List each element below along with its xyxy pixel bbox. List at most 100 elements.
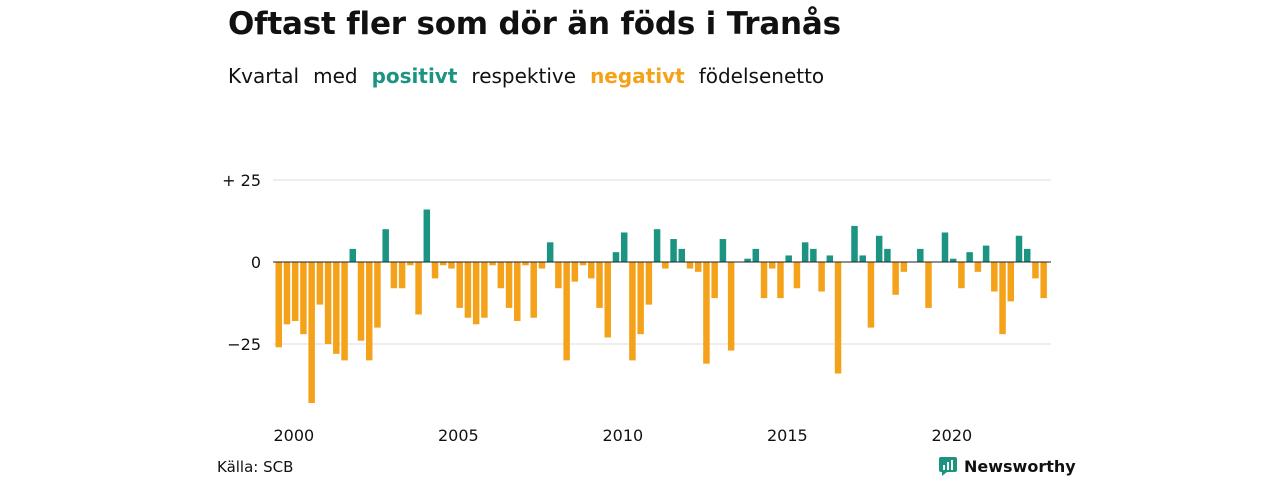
bar xyxy=(563,262,570,361)
y-tick-label: + 25 xyxy=(222,171,261,190)
bar xyxy=(456,262,463,308)
bar xyxy=(949,258,957,262)
bar xyxy=(744,258,751,262)
bar xyxy=(283,262,291,325)
subtitle-word: respektive xyxy=(471,64,577,88)
x-tick-label: 2015 xyxy=(767,426,808,445)
bar xyxy=(785,255,792,262)
bar xyxy=(818,262,825,292)
bar xyxy=(917,248,924,262)
bar xyxy=(546,242,554,262)
bar xyxy=(357,262,365,341)
bar xyxy=(514,262,521,322)
bar xyxy=(316,262,324,305)
bar xyxy=(982,245,990,262)
bar xyxy=(612,252,620,262)
bar xyxy=(382,229,389,262)
bar xyxy=(275,262,282,348)
bar xyxy=(884,248,891,262)
bar xyxy=(604,262,611,338)
bar xyxy=(851,225,858,262)
bar xyxy=(925,262,932,308)
bar xyxy=(629,262,636,361)
bar xyxy=(875,235,883,262)
bar xyxy=(341,262,348,361)
bar xyxy=(892,262,899,295)
y-tick-label: 0 xyxy=(251,253,261,272)
newsworthy-logo-icon xyxy=(939,457,957,476)
bar xyxy=(571,262,579,282)
y-tick-label: −25 xyxy=(227,335,261,354)
bar xyxy=(810,248,817,262)
bar xyxy=(324,262,332,344)
bar xyxy=(867,262,875,328)
subtitle-negative-label: negativt xyxy=(590,64,685,88)
bar xyxy=(407,262,414,266)
brand-name: Newsworthy xyxy=(964,456,1076,476)
bar xyxy=(1032,262,1039,279)
bar xyxy=(703,262,710,364)
bar xyxy=(398,262,406,289)
source-label: Källa: SCB xyxy=(217,458,294,476)
subtitle-word: födelsenetto xyxy=(698,64,825,88)
subtitle-word: med xyxy=(313,64,358,88)
bar xyxy=(752,248,760,262)
bar xyxy=(538,262,546,269)
bar xyxy=(472,262,480,325)
bar xyxy=(900,262,908,272)
bar xyxy=(801,242,809,262)
bar xyxy=(579,262,587,266)
subtitle-positive-label: positivt xyxy=(371,64,458,88)
bar xyxy=(300,262,307,335)
bar xyxy=(760,262,768,299)
bar xyxy=(596,262,603,308)
bar xyxy=(349,248,357,262)
bar xyxy=(497,262,505,289)
bar xyxy=(966,252,973,262)
bar xyxy=(727,262,735,351)
bar xyxy=(448,262,455,269)
bar xyxy=(440,262,447,266)
bar xyxy=(291,262,299,322)
bar xyxy=(826,255,834,262)
x-tick-label: 2020 xyxy=(932,426,973,445)
bar xyxy=(431,262,439,279)
bar xyxy=(333,262,340,354)
bar xyxy=(777,262,784,299)
bar xyxy=(365,262,373,361)
bar xyxy=(464,262,472,318)
bar xyxy=(555,262,562,289)
bar xyxy=(588,262,595,279)
bar xyxy=(662,262,669,269)
bar xyxy=(1040,262,1047,299)
bar xyxy=(686,262,694,269)
bar xyxy=(620,232,628,262)
bar xyxy=(991,262,998,292)
chart-title: Oftast fler som dör än föds i Tranås xyxy=(228,6,841,42)
bar xyxy=(958,262,965,289)
bar xyxy=(694,262,702,272)
bar xyxy=(653,229,661,262)
bar xyxy=(1023,248,1031,262)
bar xyxy=(1015,235,1023,262)
bar xyxy=(522,262,529,266)
bar xyxy=(505,262,513,308)
bar xyxy=(834,262,842,374)
bar xyxy=(999,262,1006,335)
bar xyxy=(645,262,653,305)
bar xyxy=(423,209,431,262)
bar xyxy=(415,262,422,315)
bar xyxy=(859,255,866,262)
brand-logo: Newsworthy xyxy=(938,456,1076,476)
bar xyxy=(793,262,801,289)
bar xyxy=(719,239,727,262)
bar xyxy=(974,262,982,272)
chart-subtitle: Kvartal med positivt respektive negativt föde… xyxy=(228,64,838,88)
bar xyxy=(308,262,315,404)
x-tick-label: 2000 xyxy=(274,426,315,445)
bar xyxy=(941,232,949,262)
bar xyxy=(670,239,677,262)
bar xyxy=(1007,262,1015,302)
bar xyxy=(390,262,398,289)
